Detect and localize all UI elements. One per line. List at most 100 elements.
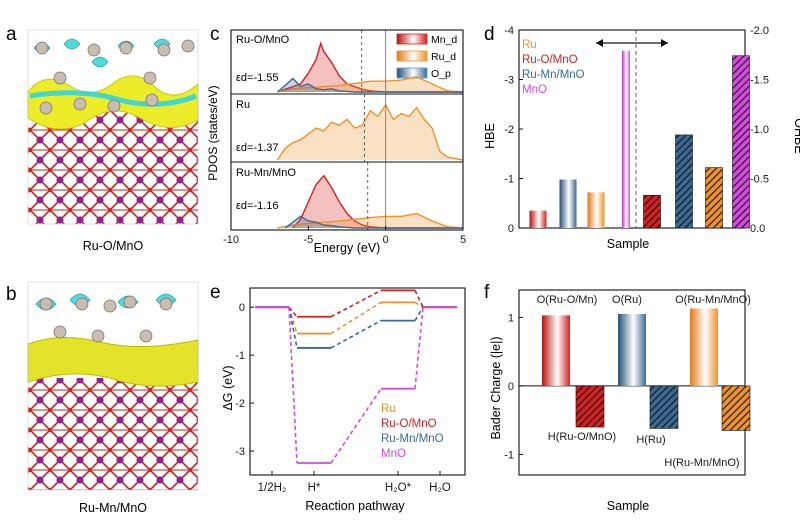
legend-swatch-mn-d xyxy=(396,33,428,45)
panel-d: d HBE OHBE Sample Ru Ru-O/MnO Ru-Mn/MnO … xyxy=(483,24,800,251)
panel-b: b Ru-Mn/MnO xyxy=(6,281,199,515)
pdos-fill-3-o-p xyxy=(285,216,463,228)
bader-bar-label: H(Ru) xyxy=(636,434,665,446)
hbe-bar-ru-o-mno xyxy=(529,210,547,228)
panel-a-letter: a xyxy=(6,24,17,45)
energy-connector-ru-mn-mno-1 xyxy=(330,319,382,349)
panel-d-ytick-label: -1 xyxy=(504,174,514,186)
legend-mno: MnO xyxy=(522,84,547,96)
panel-d-ytick-label: -3 xyxy=(504,75,514,87)
legend-ru: Ru xyxy=(522,39,537,51)
panel-b-lattice xyxy=(28,378,198,490)
panel-c-frame xyxy=(230,29,464,231)
bader-bar-label: O(Ru-Mn/MnO) xyxy=(675,294,751,306)
panel-e-xtick-label: H₂O* xyxy=(385,482,412,494)
panel-f: f Bader Charge (|e|) Sample 1 0 -1 O(Ru-O/M… xyxy=(484,282,751,513)
panel-d-ytick-right-label: -1.0 xyxy=(750,124,769,136)
panel-d-ytick-right-label: -0.5 xyxy=(750,174,769,186)
panel-a: a Ru-O/MnO xyxy=(6,24,199,253)
legend-ru-o-mno: Ru-O/MnO xyxy=(522,54,578,66)
bader-bar-label: H(Ru-Mn/MnO) xyxy=(664,457,739,469)
panel-e-letter: e xyxy=(210,282,221,303)
pdos-fill-2-ru-d xyxy=(277,104,463,160)
panel-c-sub2-name: Ru xyxy=(236,99,250,111)
legend-label-ru-d: Ru_d xyxy=(431,51,456,63)
ohbe-bar-ru xyxy=(705,167,723,229)
ohbe-bar-mno xyxy=(732,55,750,229)
pdos-line-3-o-p xyxy=(284,215,463,229)
legend-ru-mn-mno: Ru-Mn/MnO xyxy=(522,69,585,81)
panel-b-letter: b xyxy=(6,284,17,305)
panel-b-h-atoms xyxy=(39,295,173,343)
panel-e-frame xyxy=(249,287,466,476)
pdos-fill-1-ru-d xyxy=(277,76,463,92)
pdos-fill-1-mn-d xyxy=(277,43,463,92)
panel-d-legend: Ru Ru-O/MnO Ru-Mn/MnO MnO xyxy=(522,39,585,96)
pdos-line-1-o-p xyxy=(276,77,463,93)
legend-swatch-ru-d xyxy=(396,50,428,62)
panel-e-legend: Ru Ru-O/MnO Ru-Mn/MnO MnO xyxy=(381,403,444,460)
bader-bar-h-ru- xyxy=(649,385,679,429)
bader-bar-label: O(Ru-O/Mn) xyxy=(537,294,598,306)
panel-a-structure xyxy=(27,29,199,225)
bader-bar-o-ru-mn-mno- xyxy=(690,308,718,386)
ohbe-bar-ru-o-mno xyxy=(643,195,661,229)
hbe-bar-ru-mn-mno xyxy=(559,179,577,228)
panel-a-caption: Ru-O/MnO xyxy=(83,239,144,253)
panel-c-xlabel: Energy (eV) xyxy=(314,241,381,255)
panel-e-ytick-label: -1 xyxy=(235,350,245,362)
panel-d-ylabel-right: OHBE xyxy=(792,118,800,153)
energy-connector-ru-mn-mno-2 xyxy=(414,306,424,322)
panel-e-xtick-label: 1/2H₂ xyxy=(258,482,287,494)
panel-e: e ΔG (eV) Reaction pathway Ru Ru-O/MnO R… xyxy=(210,282,466,513)
energy-connector-mno-0 xyxy=(288,307,298,464)
panel-e-xtick-label: H₂O xyxy=(429,482,451,494)
panel-d-ytick-right-label: 0.0 xyxy=(750,223,765,235)
panel-d-ylabel: HBE xyxy=(483,123,497,149)
energy-connector-ru-o-mno-1 xyxy=(330,289,382,318)
panel-e-xtick-label: H* xyxy=(308,482,321,494)
bader-bar-label: O(Ru) xyxy=(612,294,642,306)
panel-b-structure xyxy=(27,281,199,491)
ohbe-bar-ru-mn-mno xyxy=(675,134,693,229)
panel-d-xlabel: Sample xyxy=(607,237,649,251)
panel-d-ytick-right-label: -2.0 xyxy=(750,25,769,37)
panel-f-ylabel: Bader Charge (|e|) xyxy=(489,336,503,439)
panel-c-letter: c xyxy=(210,24,220,45)
bader-bar-o-ru-o-mn- xyxy=(542,315,570,386)
pdos-fill-1-o-p xyxy=(277,78,463,92)
legend-label-o-p: O_p xyxy=(431,68,451,80)
panel-a-frame xyxy=(27,29,199,225)
legend-swatch-o-p xyxy=(396,67,428,79)
legend-ru-o-mno: Ru-O/MnO xyxy=(381,418,437,430)
panel-c-sub3-ed: εd=-1.16 xyxy=(236,200,279,212)
energy-connector-mno-1 xyxy=(330,388,382,464)
panel-a-cyan-band xyxy=(29,90,197,107)
energy-connector-ru-o-mno-0 xyxy=(288,306,298,318)
panel-d-ytick-label: -4 xyxy=(504,25,514,37)
panel-c-sub3-name: Ru-Mn/MnO xyxy=(236,167,296,179)
panel-c-ylabel: PDOS (states/eV) xyxy=(206,85,220,180)
panel-f-frame xyxy=(518,289,746,476)
panel-b-frame xyxy=(27,281,199,491)
hbe-bar-mno xyxy=(622,50,630,228)
panel-a-h-atoms xyxy=(35,39,195,115)
panel-c-xtick-label: -5 xyxy=(303,234,313,246)
pdos-line-3-mn-d xyxy=(292,174,463,229)
panel-c-sub2-ed: εd=-1.37 xyxy=(236,142,279,154)
panel-b-caption: Ru-Mn/MnO xyxy=(79,501,147,515)
energy-connector-ru-o-mno-2 xyxy=(414,290,424,308)
legend-mno: MnO xyxy=(381,448,406,460)
panel-d-ytick-label: -2 xyxy=(504,124,514,136)
pdos-line-3-ru-d xyxy=(277,212,464,229)
panel-c-sub1-ed: εd=-1.55 xyxy=(236,72,279,84)
panel-f-ytick-label: 1 xyxy=(508,312,514,324)
panel-c-legend: Mn_d Ru_d O_p xyxy=(396,33,457,80)
bader-bar-h-ru-o-mno- xyxy=(575,385,605,428)
legend-label-mn-d: Mn_d xyxy=(431,34,457,46)
panel-c-subpanel-labels: Ru-O/MnO εd=-1.55 Ru εd=-1.37 Ru-Mn/MnO … xyxy=(236,34,296,212)
legend-ru-mn-mno: Ru-Mn/MnO xyxy=(381,433,444,445)
bader-bar-o-ru- xyxy=(618,313,646,386)
panel-c: c PDOS (states/eV) Energy (eV) Ru-O/MnO … xyxy=(206,24,466,255)
